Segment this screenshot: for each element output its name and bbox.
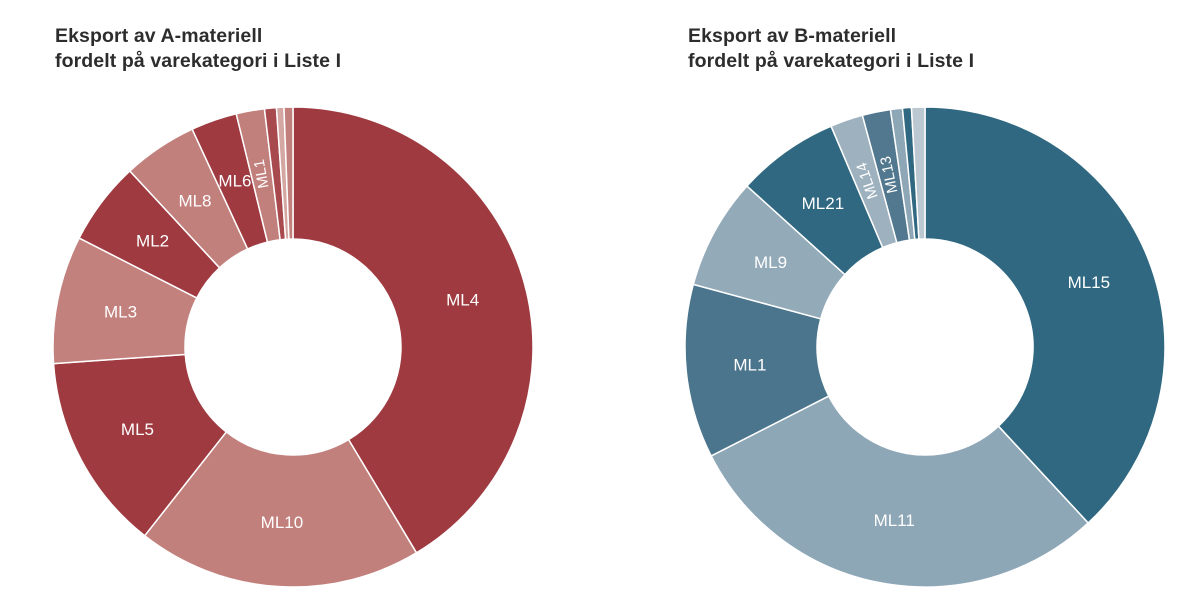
segment-label-ml4: ML4: [446, 291, 479, 310]
chart-a-title-line1: Eksport av A-materiell: [55, 25, 263, 47]
segment-label-ml10: ML10: [261, 513, 304, 532]
segment-label-ml1: ML1: [733, 356, 766, 375]
chart-b-title-line1: Eksport av B-materiell: [688, 25, 897, 47]
donut-segment-unlabeled: [283, 106, 294, 240]
donut-segment-ml4: [292, 106, 534, 554]
segment-label-ml5: ML5: [121, 420, 154, 439]
chart-a-title: Eksport av A-materiell fordelt på vareka…: [55, 24, 341, 74]
chart-b-title: Eksport av B-materiell fordelt på vareka…: [688, 24, 974, 74]
donut-segment-unlabeled: [910, 106, 926, 240]
donut-segment-ml11: [710, 395, 1089, 588]
segment-label-ml1: ML1: [251, 158, 273, 190]
donut-segment-ml15: [924, 106, 1166, 524]
segment-label-ml8: ML8: [178, 191, 211, 210]
segment-label-ml15: ML15: [1068, 273, 1111, 292]
donut-segment-ml5: [52, 353, 228, 537]
segment-label-ml9: ML9: [754, 253, 787, 272]
donut-segment-ml10: [143, 431, 418, 588]
segment-label-ml6: ML6: [218, 171, 251, 190]
donut-chart-a: ML4 ML10 ML5 ML3 ML2 ML8 ML6 ML1: [52, 106, 534, 588]
segment-label-ml2: ML2: [136, 231, 169, 250]
segment-label-ml11: ML11: [874, 511, 915, 530]
segment-label-ml21: ML21: [802, 194, 845, 213]
segment-label-ml3: ML3: [104, 302, 137, 321]
chart-a-title-line2: fordelt på varekategori i Liste I: [55, 50, 342, 72]
chart-b-title-line2: fordelt på varekategori i Liste I: [688, 50, 975, 72]
